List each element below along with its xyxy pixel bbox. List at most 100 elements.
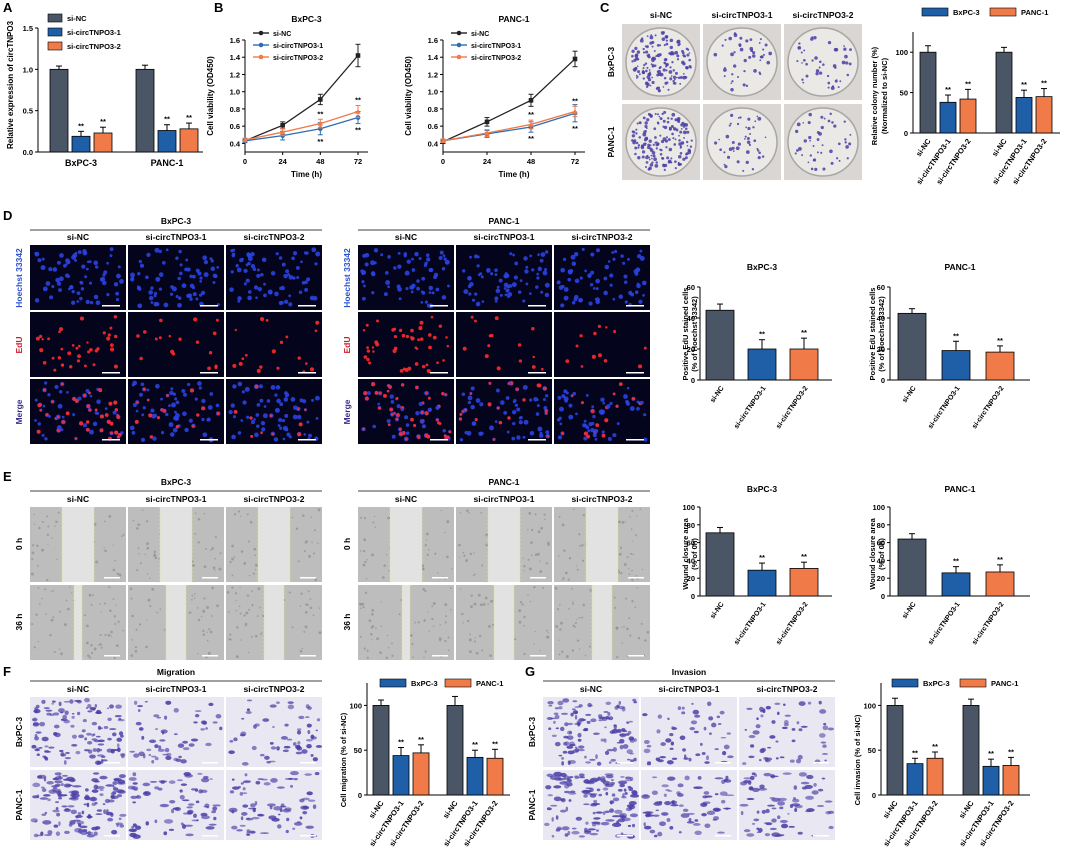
colony-dot — [752, 126, 755, 129]
nucleus-dot — [260, 273, 264, 277]
stained-cell — [142, 782, 151, 787]
colony-dot — [669, 128, 672, 131]
nucleus-dot — [189, 274, 193, 279]
E-BxPC-3-column-header: si-circTNPO3-2 — [244, 494, 305, 504]
A-sig-label: ** — [186, 113, 192, 122]
nucleus-dot — [198, 293, 203, 297]
cell-speck — [240, 639, 242, 641]
stained-cell — [80, 830, 89, 835]
stained-cell — [103, 809, 106, 815]
cell-speck — [250, 590, 253, 593]
nucleus-dot — [509, 252, 513, 256]
nucleus-dot — [411, 268, 416, 272]
cell-speck — [578, 544, 582, 547]
nucleus-dot — [544, 292, 550, 298]
colony-dot — [662, 68, 666, 72]
D-PANC-1-bar — [897, 312, 927, 381]
colony-dot — [743, 69, 746, 73]
edu-dot — [207, 366, 211, 371]
edu-dot — [256, 368, 261, 373]
cell-speck — [114, 559, 117, 562]
scale-bar — [104, 577, 120, 579]
B-PANC-1-marker — [572, 108, 578, 114]
colony-dot — [668, 52, 671, 55]
colony-dot — [634, 146, 638, 150]
colony-dot — [662, 86, 665, 88]
stained-cell — [41, 788, 47, 793]
colony-dot — [654, 34, 657, 37]
nucleus-dot — [519, 279, 523, 283]
nucleus-dot — [61, 415, 65, 419]
cell-speck — [90, 651, 94, 655]
nucleus-dot — [192, 274, 196, 279]
nucleus-dot — [535, 285, 539, 289]
colony-dot — [826, 74, 830, 78]
nucleus-dot — [544, 267, 548, 272]
cell-speck — [523, 652, 526, 656]
stained-cell — [713, 816, 720, 821]
colony-dot — [820, 115, 824, 119]
stained-cell — [748, 786, 754, 791]
stained-cell — [769, 827, 777, 831]
colony-dot — [815, 71, 819, 76]
nucleus-dot — [609, 283, 613, 287]
nucleus-dot — [626, 386, 630, 390]
nucleus-dot — [72, 253, 78, 258]
colony-dot — [739, 116, 742, 119]
stained-cell — [277, 824, 282, 829]
nucleus-dot — [583, 419, 587, 423]
E-BxPC-3-column-header: si-NC — [67, 494, 89, 504]
cell-speck — [299, 649, 303, 653]
edu-dot — [67, 351, 72, 356]
colony-dot — [678, 155, 682, 159]
edu-dot — [107, 333, 111, 337]
stained-cell — [556, 826, 562, 829]
colony-dot — [656, 113, 660, 116]
stained-cell — [305, 738, 313, 742]
nucleus-dot — [620, 254, 624, 258]
stained-cell — [746, 707, 753, 710]
edu-dot — [601, 433, 606, 438]
stained-cell — [750, 775, 755, 781]
colony-dot — [653, 127, 657, 131]
colony-dot — [682, 130, 687, 135]
edu-dot — [631, 397, 636, 401]
stained-cell — [587, 828, 596, 831]
edu-dot — [597, 324, 602, 328]
B-BxPC-3-y-tick-label: 1.0 — [230, 88, 240, 97]
colony-dot — [653, 50, 656, 52]
cell-speck — [234, 592, 238, 595]
stained-cell — [70, 793, 76, 797]
cell-speck — [635, 574, 638, 577]
stained-cell — [154, 786, 160, 790]
stained-cell — [165, 700, 172, 705]
edu-dot — [189, 388, 195, 393]
stained-cell — [764, 757, 769, 762]
nucleus-dot — [58, 288, 62, 292]
stained-cell — [572, 749, 579, 753]
colony-dot — [658, 89, 661, 93]
colony-dot — [732, 150, 735, 152]
cell-speck — [108, 515, 112, 518]
B-PANC-1-title: PANC-1 — [498, 14, 529, 24]
stained-cell — [791, 739, 796, 743]
B-BxPC-3-series-line — [244, 116, 359, 142]
nucleus-dot — [603, 276, 608, 281]
nucleus-dot — [59, 276, 64, 282]
stained-cell — [751, 822, 756, 825]
stained-cell — [775, 757, 779, 760]
stained-cell — [44, 749, 50, 753]
D-PANC-1-sig-label: ** — [997, 336, 1003, 345]
C-legend-bxpc3-label: BxPC-3 — [953, 8, 980, 17]
nucleus-dot — [612, 433, 617, 438]
nucleus-dot — [536, 276, 540, 280]
colony-dot — [651, 76, 654, 79]
stained-cell — [550, 804, 558, 807]
stained-cell — [553, 771, 563, 777]
colony-dot — [668, 147, 673, 152]
stained-cell — [39, 721, 46, 727]
stained-cell — [619, 744, 624, 750]
colony-dot — [655, 161, 658, 164]
nucleus-dot — [129, 425, 135, 431]
nucleus-dot — [175, 400, 180, 405]
